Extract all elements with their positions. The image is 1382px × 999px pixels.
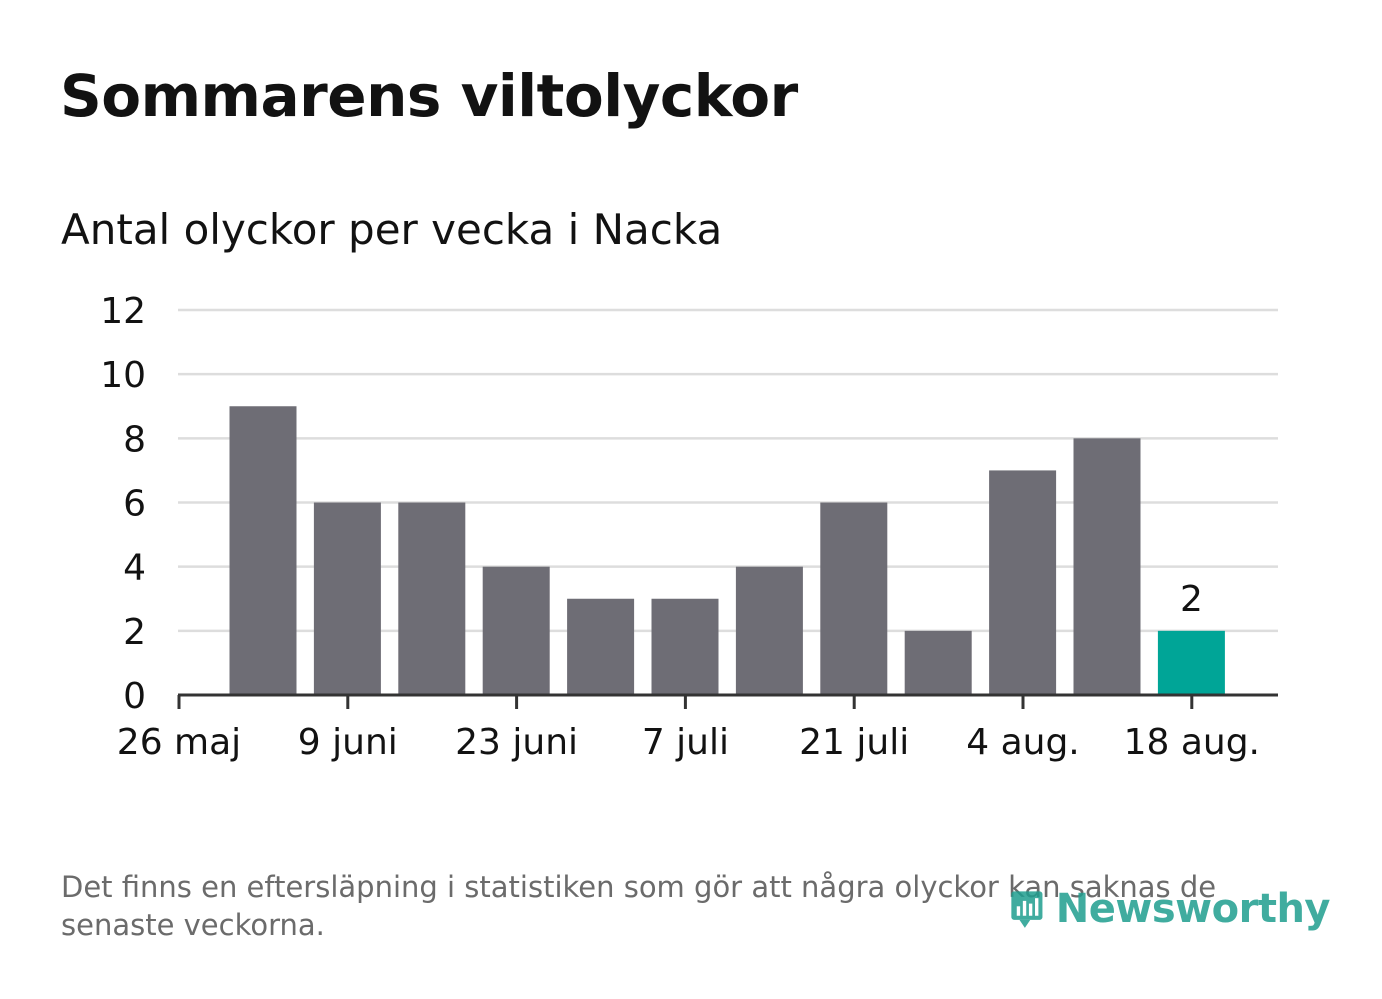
- bar: [313, 502, 381, 695]
- x-tick-label: 21 juli: [799, 722, 909, 763]
- bars: [229, 406, 1225, 695]
- y-tick-label: 10: [100, 355, 146, 396]
- x-tick-label: 26 maj: [117, 722, 241, 763]
- x-tick-label: 7 juli: [642, 722, 729, 763]
- y-tick-label: 12: [100, 291, 146, 332]
- y-tick-label: 2: [123, 612, 146, 653]
- newsworthy-logo: Newsworthy: [1010, 878, 1331, 940]
- x-tick-label: 23 juni: [455, 722, 578, 763]
- bar: [820, 502, 888, 695]
- y-tick-label: 4: [123, 548, 146, 589]
- bar: [482, 566, 550, 695]
- axes: 0 2 4 6 8 10 12 26 maj 9 juni 23 juni 7 juli 21 jul…: [100, 291, 1278, 763]
- bar: [904, 630, 972, 695]
- bar: [1073, 438, 1141, 695]
- bar: [229, 406, 297, 695]
- logo-text: Newsworthy: [1055, 886, 1331, 932]
- y-tick-label: 8: [123, 419, 146, 460]
- bar-chart: 2 0 2 4 6 8 10 12 26 maj 9 juni 23 juni 7 juli 21 j…: [100, 291, 1278, 763]
- data-labels: 2: [1180, 579, 1203, 620]
- x-tick-label: 18 aug.: [1124, 722, 1260, 763]
- chart-title: Sommarens viltolyckor: [60, 62, 798, 130]
- x-tick-label: 4 aug.: [966, 722, 1080, 763]
- y-tick-label: 6: [123, 484, 146, 525]
- bar: [567, 598, 635, 695]
- newsworthy-logo-icon: [1011, 891, 1043, 928]
- x-tick-label: 9 juni: [298, 722, 398, 763]
- y-tick-label: 0: [123, 676, 146, 717]
- bar: [989, 470, 1057, 695]
- bar: [651, 598, 719, 695]
- chart-subtitle: Antal olyckor per vecka i Nacka: [61, 205, 723, 254]
- bar: [398, 502, 466, 695]
- bar: [1157, 630, 1225, 695]
- bar: [735, 566, 803, 695]
- data-label: 2: [1180, 579, 1203, 620]
